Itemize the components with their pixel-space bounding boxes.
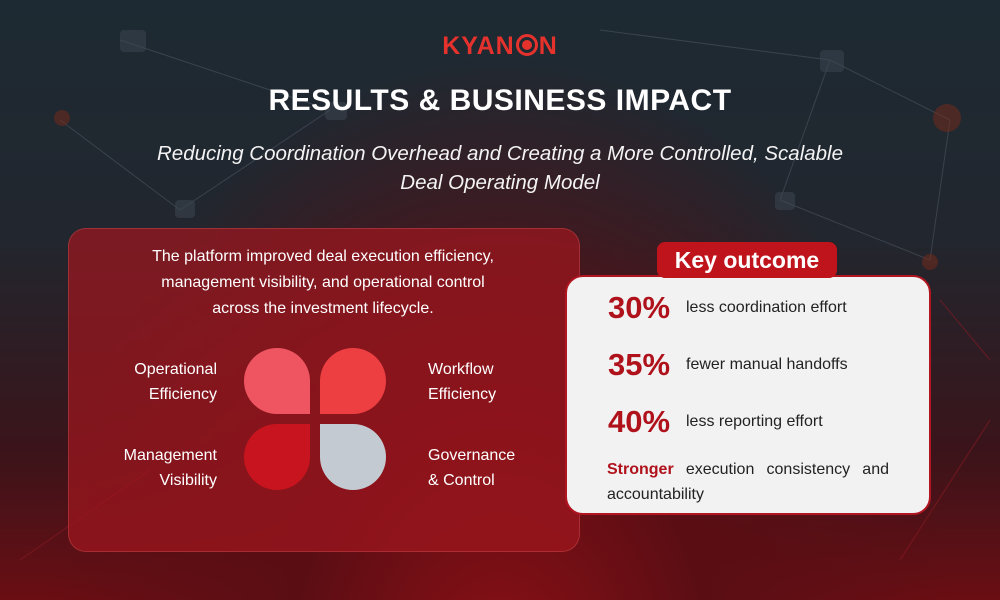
label-line-2: Visibility (159, 472, 218, 489)
petal-workflow-efficiency-icon (320, 348, 386, 414)
stat-label: fewer manual handoffs (686, 356, 848, 373)
key-outcome-badge: Key outcome (657, 242, 837, 278)
logo-ring-icon (515, 34, 538, 56)
label-governance-control: Governance & Control (428, 443, 558, 493)
petal-operational-efficiency-icon (244, 348, 310, 414)
label-line-1: Operational (134, 361, 217, 378)
impact-intro-text: The platform improved deal execution eff… (92, 244, 554, 322)
intro-line-3: across the investment lifecycle. (212, 300, 434, 317)
stronger-consistency-text: Stronger execution consistency and accou… (607, 457, 889, 507)
logo-text-prefix: KYAN (442, 32, 515, 60)
stat-label: less reporting effort (686, 413, 823, 430)
subtitle-line-2: Deal Operating Model (400, 171, 600, 194)
intro-line-1: The platform improved deal execution eff… (152, 248, 494, 265)
stat-label: less coordination effort (686, 299, 847, 316)
label-operational-efficiency: Operational Efficiency (96, 357, 217, 407)
label-line-1: Management (123, 447, 217, 464)
subtitle-line-1: Reducing Coordination Overhead and Creat… (156, 142, 844, 165)
label-management-visibility: Management Visibility (96, 443, 217, 493)
stronger-rest: execution consistency and accountability (607, 461, 889, 503)
stronger-emphasis: Stronger (607, 461, 674, 478)
page-subtitle: Reducing Coordination Overhead and Creat… (0, 139, 1000, 197)
label-line-1: Governance (428, 447, 516, 464)
label-line-2: & Control (428, 472, 495, 489)
label-line-1: Workflow (428, 361, 494, 378)
stat-value: 30% (608, 290, 671, 325)
petal-governance-control-icon (320, 424, 386, 490)
logo-text-suffix: N (538, 32, 558, 60)
label-line-2: Efficiency (148, 386, 217, 403)
key-outcome-card (565, 275, 931, 515)
label-line-2: Efficiency (428, 386, 497, 403)
stat-value: 40% (608, 404, 671, 439)
page-title: RESULTS & BUSINESS IMPACT (268, 84, 732, 117)
kyanon-logo: KYAN N (0, 32, 1000, 61)
label-workflow-efficiency: Workflow Efficiency (428, 357, 558, 407)
petal-management-visibility-icon (244, 424, 310, 490)
stat-value: 35% (608, 347, 671, 382)
intro-line-2: management visibility, and operational c… (161, 274, 485, 291)
